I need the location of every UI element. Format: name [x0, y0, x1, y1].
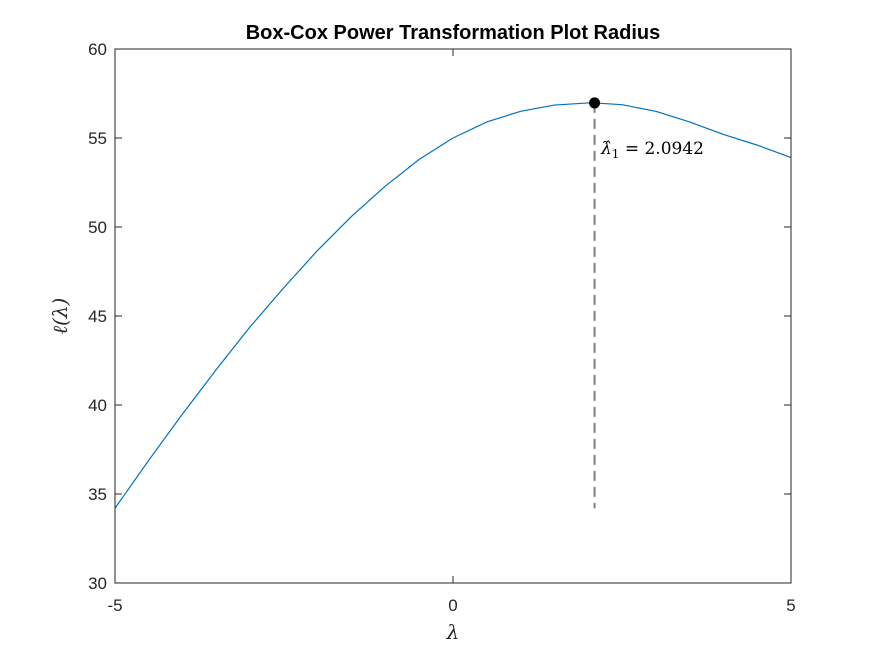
y-tick-label: 50: [88, 218, 107, 237]
y-tick-label: 45: [88, 307, 107, 326]
x-tick-label: 5: [786, 596, 795, 615]
optimum-annotation: λ̂1 = 2.0942: [600, 139, 704, 161]
axes-box: [114, 48, 792, 584]
log-likelihood-line: [114, 102, 792, 509]
optimum-marker: [589, 97, 601, 109]
x-tick-label: -5: [107, 596, 122, 615]
y-tick-label: 35: [88, 485, 107, 504]
optimum-annotation-subscript: 1: [612, 147, 620, 161]
y-tick-label: 55: [88, 129, 107, 148]
optimum-annotation-value: = 2.0942: [619, 139, 704, 159]
optimum-layer: [589, 97, 601, 509]
ticks-layer: -5 0 5 30 35 40 45 50 55 60: [88, 40, 796, 615]
y-tick-label: 30: [88, 574, 107, 593]
y-axis-label: ℓ(λ): [48, 298, 72, 335]
x-axis-label: λ: [446, 620, 460, 644]
series-layer: [114, 102, 792, 509]
y-tick-label: 60: [88, 40, 107, 59]
optimum-annotation-lambda: λ̂: [600, 139, 612, 159]
chart-title: Box-Cox Power Transformation Plot Radius: [246, 22, 661, 44]
y-tick-label: 40: [88, 396, 107, 415]
plot-area: [115, 49, 791, 583]
x-tick-label: 0: [448, 596, 457, 615]
